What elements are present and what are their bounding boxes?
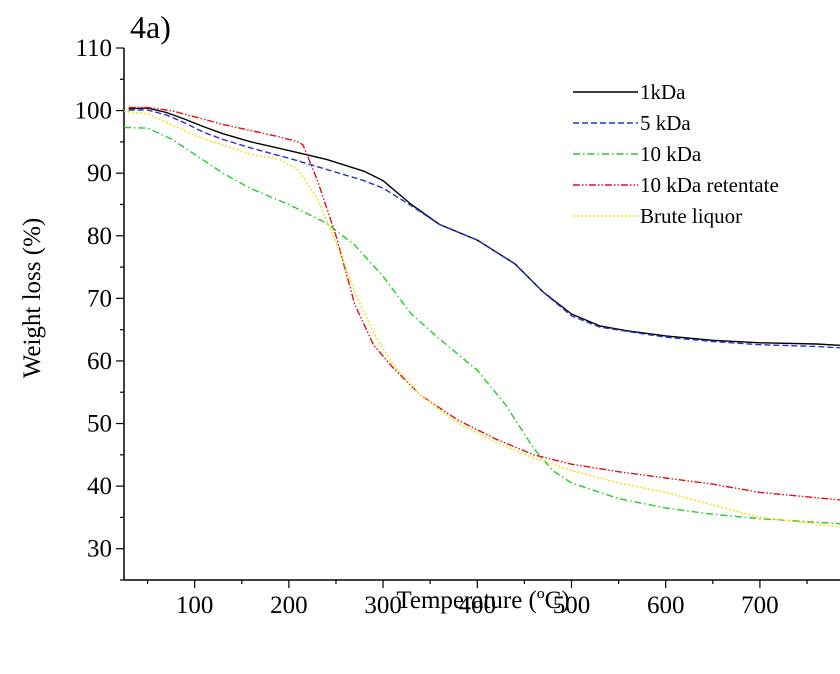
legend: 1kDa 5 kDa 10 kDa 10 kDa retentate Brute liq… [573, 80, 779, 228]
x-axis-label: Temperature (ºC) [396, 587, 569, 614]
y-axis-label: Weight loss (%) [19, 218, 46, 378]
legend-label: 10 kDa [640, 142, 702, 166]
y-tick-label: 80 [87, 223, 112, 250]
x-tick-label: 600 [647, 592, 685, 619]
y-tick-label: 70 [87, 285, 112, 312]
y-tick-label: 40 [87, 473, 112, 500]
y-tick-label: 50 [87, 411, 112, 438]
series-line-3 [128, 106, 840, 501]
y-tick-label: 30 [87, 536, 112, 563]
x-tick-label: 200 [270, 592, 308, 619]
legend-label: 1kDa [640, 80, 686, 104]
legend-label: Brute liquor [640, 204, 742, 228]
x-tick-label: 500 [553, 592, 591, 619]
x-tick-label: 700 [741, 592, 779, 619]
series-line-4 [123, 110, 840, 528]
x-tick-label: 100 [176, 592, 214, 619]
legend-label: 10 kDa retentate [640, 173, 779, 197]
axes-group: 100 200 300 400 500 600 700 30 40 50 60 70 80 90 100 11… [75, 35, 840, 619]
y-tick-label: 100 [75, 98, 113, 125]
x-tick-label: 400 [459, 592, 497, 619]
series-group [123, 106, 840, 528]
x-tick-label: 300 [364, 592, 402, 619]
y-tick-label: 90 [87, 160, 112, 187]
series-line-1 [128, 109, 840, 349]
y-tick-label: 60 [87, 348, 112, 375]
panel-label: 4a) [130, 9, 171, 45]
legend-label: 5 kDa [640, 111, 691, 135]
y-tick-label: 110 [75, 35, 112, 62]
